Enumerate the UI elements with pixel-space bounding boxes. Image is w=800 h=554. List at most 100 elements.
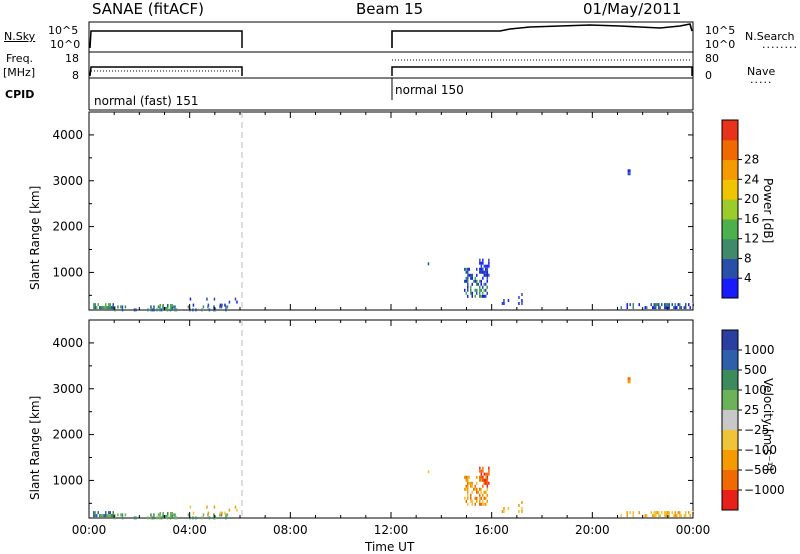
- data-cell: [170, 515, 172, 518]
- colorbar-frame: [721, 329, 739, 511]
- data-cell: [673, 306, 675, 310]
- data-cell: [486, 264, 489, 268]
- data-cell: [482, 291, 484, 295]
- data-cell: [467, 487, 469, 491]
- data-cell: [503, 302, 505, 305]
- data-cell: [486, 267, 489, 271]
- data-cell: [680, 514, 682, 518]
- freq-trace: [89, 66, 243, 77]
- data-cell: [488, 261, 490, 265]
- data-cell: [192, 511, 195, 515]
- data-cell: [479, 496, 481, 500]
- colorbar-tick-label: 25: [744, 403, 759, 417]
- data-cell: [99, 306, 101, 310]
- data-cell: [476, 291, 478, 295]
- data-cell: [679, 306, 681, 310]
- data-cell: [480, 469, 483, 473]
- data-cell: [473, 487, 475, 491]
- velocity-axes: 1000 2000 3000 4000 00:00 04:00 08:00 12:00 16:0…: [52, 319, 710, 537]
- freq-trace-2: [391, 66, 693, 76]
- data-cell: [653, 511, 655, 515]
- data-cell: [464, 496, 466, 500]
- data-cell: [485, 273, 487, 277]
- data-cell: [468, 475, 470, 479]
- x-tick-label: 00:00: [72, 523, 107, 537]
- data-cell: [189, 505, 192, 509]
- data-cell: [483, 478, 486, 482]
- data-cell: [105, 303, 107, 307]
- data-cell: [165, 307, 167, 310]
- data-cell: [465, 499, 467, 503]
- y-tick-label: 1000: [52, 265, 83, 279]
- data-cell: [106, 306, 108, 310]
- data-cell: [632, 514, 634, 518]
- data-cell: [187, 305, 190, 309]
- colorbar-tick-label: 16: [744, 212, 759, 226]
- data-cell: [112, 514, 114, 518]
- data-cell: [486, 487, 488, 491]
- data-cell: [108, 306, 110, 310]
- data-cell: [121, 305, 124, 309]
- data-cell: [479, 478, 481, 482]
- colorbar-swatch: [722, 450, 738, 471]
- data-cell: [470, 273, 472, 277]
- data-cell: [93, 306, 95, 310]
- data-cell: [629, 377, 631, 381]
- data-cell: [156, 308, 158, 312]
- data-cell: [485, 502, 487, 506]
- data-cell: [486, 270, 489, 274]
- colorbar-tick-label: −1000: [744, 483, 785, 497]
- data-cell: [192, 308, 194, 312]
- data-cell: [665, 514, 667, 518]
- data-cell: [488, 466, 490, 470]
- data-cell: [236, 508, 238, 512]
- data-cell: [521, 299, 523, 302]
- data-cell: [482, 466, 484, 470]
- data-cell: [689, 514, 691, 518]
- data-cell: [480, 261, 483, 265]
- data-cell: [668, 511, 670, 515]
- data-cell: [501, 302, 504, 305]
- data-cell: [108, 514, 110, 518]
- data-cell: [170, 304, 172, 307]
- data-cell: [476, 481, 478, 485]
- data-cell: [479, 258, 481, 262]
- data-cell: [171, 515, 173, 518]
- data-cell: [213, 297, 216, 301]
- data-cell: [202, 305, 205, 309]
- data-cell: [485, 294, 487, 298]
- data-cell: [688, 511, 690, 515]
- data-cell: [683, 514, 685, 518]
- data-cell: [97, 303, 99, 307]
- data-cell: [501, 510, 504, 513]
- data-cell: [133, 516, 136, 520]
- data-cell: [482, 270, 484, 274]
- data-cell: [664, 514, 666, 518]
- data-cell: [485, 481, 487, 485]
- data-cell: [234, 505, 237, 509]
- data-cell: [474, 496, 476, 500]
- data-cell: [124, 513, 127, 517]
- data-cell: [486, 291, 488, 295]
- data-cell: [485, 496, 487, 500]
- data-cell: [650, 303, 652, 307]
- data-cell: [167, 304, 169, 307]
- data-cell: [482, 285, 484, 289]
- data-cell: [467, 288, 469, 292]
- data-cell: [207, 513, 209, 517]
- colorbar-tick-label: 24: [744, 172, 759, 186]
- data-cell: [479, 475, 481, 479]
- data-cell: [105, 306, 107, 310]
- data-cell: [172, 305, 175, 309]
- data-cell: [482, 276, 484, 280]
- data-cell: [488, 264, 490, 268]
- data-cell: [133, 308, 136, 312]
- data-cell: [465, 478, 467, 482]
- data-cell: [656, 511, 658, 515]
- data-cell: [638, 511, 640, 515]
- nsearch-tick-top: 10^5: [705, 24, 736, 37]
- data-cell: [208, 308, 211, 312]
- data-cell: [467, 279, 469, 283]
- data-cell: [471, 481, 473, 485]
